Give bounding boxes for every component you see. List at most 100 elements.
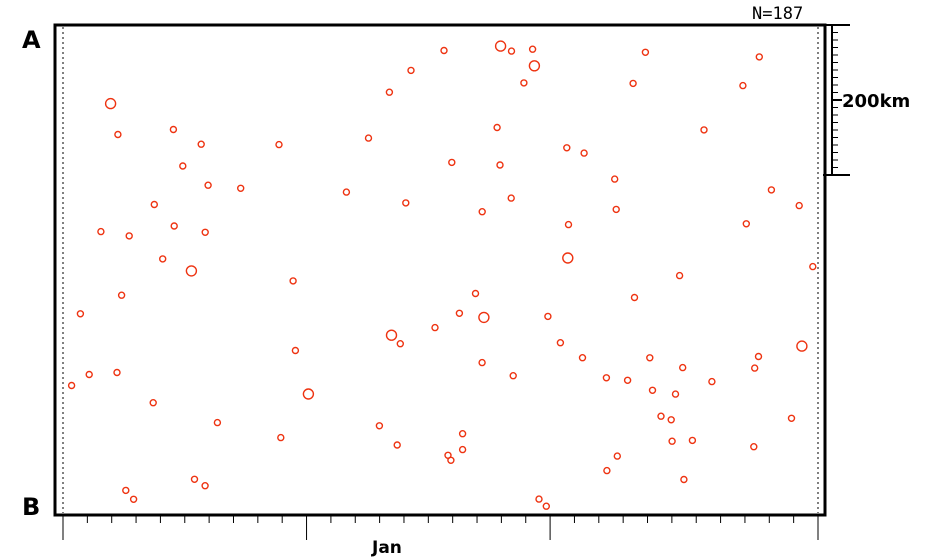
data-point: [795, 201, 803, 210]
data-point: [185, 265, 198, 277]
data-point: [750, 443, 758, 451]
data-point: [104, 97, 117, 110]
data-point: [431, 323, 439, 332]
data-point: [117, 291, 126, 299]
data-point: [179, 162, 187, 170]
data-point: [755, 53, 763, 61]
data-point: [396, 340, 404, 348]
data-point: [496, 161, 504, 169]
data-point: [675, 271, 684, 280]
scale-label: 200km: [842, 91, 910, 112]
data-point: [385, 329, 398, 341]
data-point: [611, 175, 619, 183]
data-point: [742, 220, 750, 228]
data-point: [657, 412, 665, 420]
data-point: [458, 445, 467, 454]
data-point: [796, 340, 808, 352]
data-points: [67, 40, 817, 510]
data-point: [201, 228, 209, 237]
data-point: [197, 140, 205, 148]
data-point: [67, 381, 76, 390]
data-point: [478, 358, 486, 367]
data-point: [578, 354, 587, 362]
data-point: [169, 125, 178, 134]
data-point: [201, 482, 209, 490]
data-point: [440, 46, 448, 55]
data-point: [679, 363, 687, 372]
data-point: [708, 377, 716, 386]
data-point: [170, 222, 178, 230]
data-point: [190, 475, 199, 483]
data-point: [97, 227, 105, 236]
data-point: [149, 399, 157, 407]
data-point: [544, 312, 552, 321]
data-point: [494, 40, 507, 52]
data-point: [122, 486, 130, 495]
data-point: [563, 144, 571, 152]
plot-frame: [53, 23, 827, 517]
data-point: [364, 134, 373, 142]
data-point: [528, 45, 537, 53]
data-point: [85, 370, 93, 379]
data-point: [535, 495, 543, 503]
data-point: [528, 60, 541, 72]
data-point: [671, 390, 680, 398]
data-point: [471, 289, 480, 298]
data-point: [507, 47, 516, 55]
data-point: [455, 309, 464, 317]
x-axis-ticks: [62, 515, 819, 540]
data-point: [342, 188, 351, 196]
data-point: [125, 232, 133, 240]
data-point: [787, 414, 796, 422]
data-point: [236, 184, 245, 193]
data-point: [478, 207, 486, 216]
data-point: [623, 376, 632, 384]
data-point: [613, 452, 621, 460]
data-point: [612, 205, 620, 214]
data-point: [291, 346, 300, 355]
data-point: [680, 475, 688, 484]
data-point: [648, 386, 657, 394]
end-label-top: A: [22, 26, 41, 54]
data-point: [204, 181, 212, 189]
data-point: [114, 130, 122, 139]
data-point: [277, 433, 285, 442]
data-point: [562, 252, 574, 264]
end-label-bottom: B: [22, 493, 40, 521]
data-point: [275, 140, 283, 149]
data-point: [668, 437, 676, 445]
data-point: [767, 186, 776, 194]
data-point: [580, 149, 588, 157]
data-point: [129, 495, 138, 503]
scale-bar: [823, 24, 850, 176]
data-point: [520, 79, 528, 87]
data-point: [375, 422, 384, 430]
data-point: [76, 310, 85, 318]
data-point: [739, 81, 747, 90]
data-point: [402, 199, 410, 207]
data-point: [542, 502, 550, 510]
data-point: [213, 418, 222, 427]
data-point: [407, 66, 415, 75]
data-point: [385, 88, 394, 96]
data-point: [700, 126, 708, 134]
data-point: [754, 352, 763, 361]
data-point: [630, 293, 639, 302]
data-point: [458, 430, 467, 438]
data-point: [809, 262, 817, 271]
data-point: [629, 79, 637, 88]
data-point: [393, 441, 401, 449]
data-point: [751, 364, 759, 372]
data-point: [667, 416, 675, 424]
data-point: [493, 123, 501, 132]
data-point: [158, 255, 167, 263]
x-axis-label: Jan: [371, 538, 402, 558]
data-point: [556, 339, 565, 347]
data-point: [507, 194, 515, 202]
data-point: [641, 48, 650, 56]
data-point: [509, 372, 517, 380]
data-point: [302, 388, 315, 400]
data-point: [646, 354, 654, 362]
data-point: [444, 451, 452, 459]
